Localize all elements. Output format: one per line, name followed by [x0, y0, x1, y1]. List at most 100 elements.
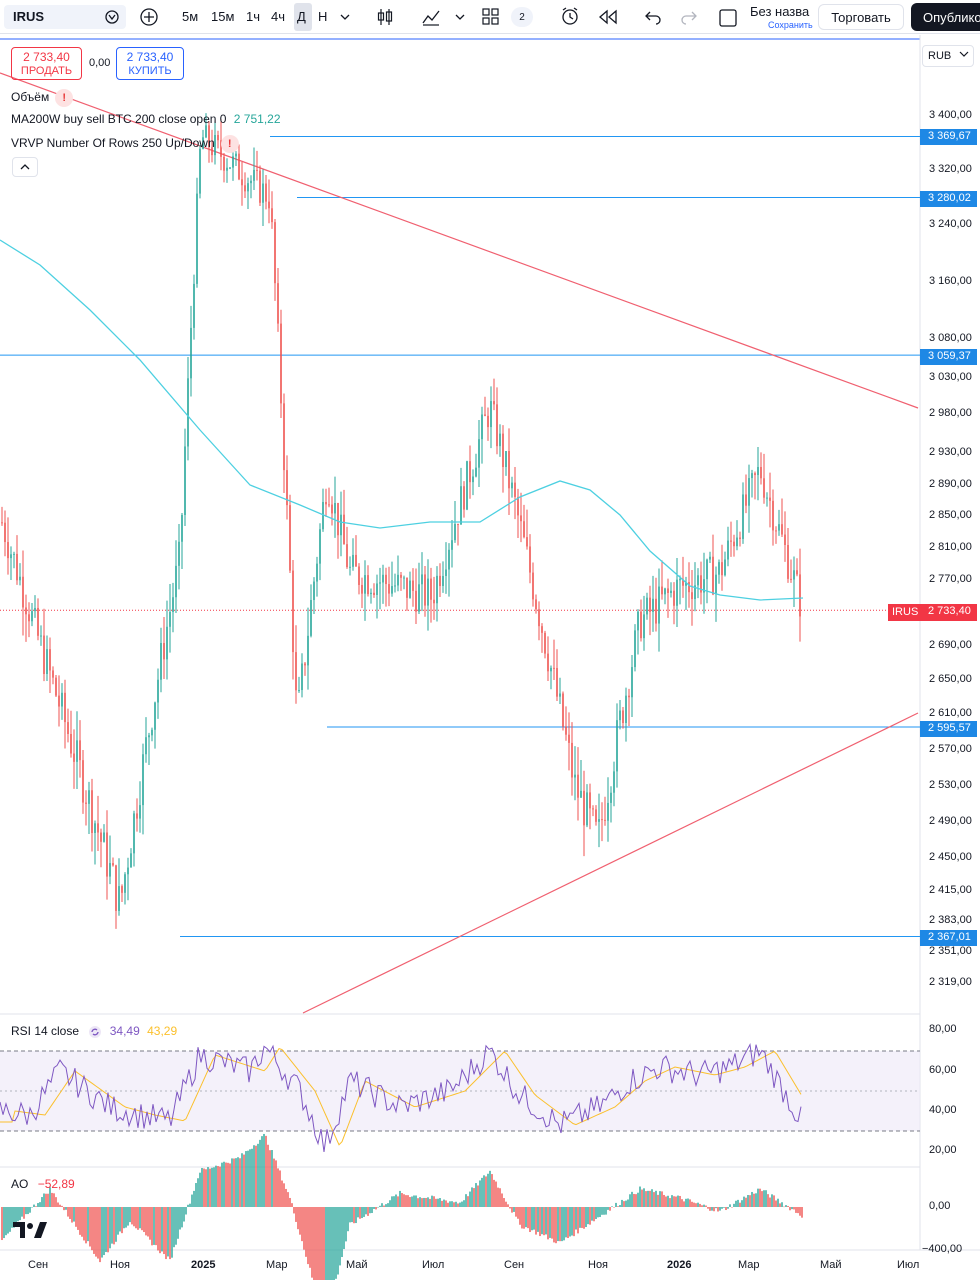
ao-bar — [247, 1150, 249, 1207]
candles-icon[interactable] — [376, 7, 394, 27]
layouts-icon[interactable] — [481, 7, 501, 27]
candle-body — [763, 478, 765, 498]
ma-legend[interactable]: MA200W buy sell BTC 200 close open 0 2 7… — [11, 112, 281, 126]
ao-bar — [75, 1207, 77, 1227]
layouts-count-badge[interactable]: 2 — [511, 7, 533, 27]
time-axis-label: Сен — [28, 1259, 49, 1271]
ao-bar — [797, 1207, 799, 1214]
fullscreen-box-icon[interactable] — [718, 8, 738, 28]
candle-body — [226, 167, 228, 171]
compare-icon[interactable] — [104, 9, 120, 25]
buy-label: КУПИТЬ — [128, 65, 172, 77]
ao-bar — [705, 1205, 707, 1207]
candle-body — [91, 790, 93, 833]
ao-bar — [141, 1207, 143, 1231]
ao-bar — [589, 1207, 591, 1225]
publish-button[interactable]: Опублико — [911, 3, 980, 31]
sync-icon[interactable] — [88, 1025, 102, 1039]
ao-bar — [157, 1207, 159, 1251]
candle-body — [211, 147, 213, 156]
buy-button[interactable]: 2 733,40 КУПИТЬ — [116, 47, 184, 80]
candle-body — [190, 327, 192, 379]
ao-bar — [531, 1207, 533, 1231]
candle-body — [604, 819, 606, 821]
sell-button[interactable]: 2 733,40 ПРОДАТЬ — [11, 47, 82, 80]
interval-week[interactable]: Н — [318, 9, 328, 24]
symbol-name[interactable]: IRUS — [13, 9, 45, 24]
ao-bar — [683, 1201, 685, 1207]
interval-day[interactable]: Д — [297, 9, 306, 24]
interval-15m[interactable]: 15м — [211, 9, 235, 24]
price-axis-label: 3 320,00 — [929, 163, 972, 175]
indicators-icon[interactable] — [421, 7, 441, 27]
ao-bar — [717, 1207, 719, 1212]
candle-body — [676, 579, 678, 606]
ao-bar — [295, 1207, 297, 1222]
price-axis-label: 2 890,00 — [929, 478, 972, 490]
warning-icon[interactable]: ! — [220, 135, 239, 153]
save-status[interactable]: Сохранить — [768, 20, 813, 30]
ao-bar — [563, 1207, 565, 1241]
candle-body — [298, 690, 300, 692]
collapse-legend-button[interactable] — [12, 157, 38, 177]
ao-bar — [77, 1207, 79, 1230]
candle-body — [730, 540, 732, 542]
interval-1h[interactable]: 1ч — [246, 9, 261, 24]
current-symbol-tag: IRUS — [888, 604, 920, 621]
interval-4h[interactable]: 4ч — [271, 9, 286, 24]
ao-bar — [637, 1192, 639, 1207]
ao-bar — [415, 1195, 417, 1207]
candle-body — [472, 476, 474, 483]
ao-bar — [539, 1207, 541, 1237]
add-symbol-icon[interactable] — [139, 7, 159, 27]
ao-bar — [281, 1180, 283, 1207]
candle-body — [241, 179, 243, 186]
ao-bar — [719, 1207, 721, 1211]
ao-bar — [161, 1207, 163, 1252]
undo-icon[interactable] — [644, 9, 662, 25]
save-layout[interactable]: Без назва Сохранить — [750, 4, 814, 30]
ao-legend[interactable]: AO −52,89 — [11, 1177, 75, 1191]
candle-body — [784, 534, 786, 545]
candle-body — [148, 735, 150, 738]
chevron-down-icon[interactable] — [340, 12, 350, 22]
time-axis-label: Ноя — [110, 1259, 131, 1271]
price-chart[interactable] — [0, 35, 980, 1280]
trade-button[interactable]: Торговать — [818, 4, 904, 30]
candle-body — [445, 569, 447, 576]
currency-select[interactable]: RUB — [922, 45, 974, 67]
candle-body — [295, 652, 297, 691]
candle-body — [94, 823, 96, 833]
ao-bar — [745, 1197, 747, 1207]
ao-bar — [653, 1192, 655, 1207]
chevron-down-icon[interactable] — [455, 12, 465, 22]
candle-body — [253, 169, 255, 181]
vrvp-legend[interactable]: VRVP Number Of Rows 250 Up/Down! — [11, 135, 239, 153]
candle-body — [169, 611, 171, 627]
ao-bar — [377, 1207, 379, 1208]
candle-body — [664, 588, 666, 595]
top-toolbar: IRUS 5м 15м 1ч 4ч Д Н 2 Без назва Сохран — [0, 0, 980, 34]
ao-bar — [597, 1207, 599, 1218]
tradingview-logo-icon[interactable] — [13, 1222, 47, 1240]
ao-bar — [321, 1207, 323, 1280]
ao-bar — [375, 1207, 377, 1210]
redo-icon[interactable] — [680, 9, 698, 25]
candle-body — [667, 588, 669, 593]
ao-bar — [159, 1207, 161, 1254]
ao-bar — [309, 1207, 311, 1268]
rsi-legend[interactable]: RSI 14 close 34,49 43,29 — [11, 1024, 177, 1039]
ao-bar — [401, 1193, 403, 1207]
interval-5m[interactable]: 5м — [182, 9, 199, 24]
candle-body — [202, 137, 204, 149]
ao-bar — [591, 1207, 593, 1221]
alert-clock-icon[interactable] — [560, 6, 582, 28]
layout-name[interactable]: Без назва — [750, 4, 810, 19]
replay-icon[interactable] — [598, 9, 618, 25]
time-axis-label: Май — [820, 1259, 842, 1271]
ao-bar — [277, 1168, 279, 1207]
ao-bar — [11, 1207, 13, 1228]
warning-icon[interactable]: ! — [55, 89, 74, 107]
ao-bar — [135, 1207, 137, 1229]
volume-legend[interactable]: Объём! — [11, 89, 74, 107]
